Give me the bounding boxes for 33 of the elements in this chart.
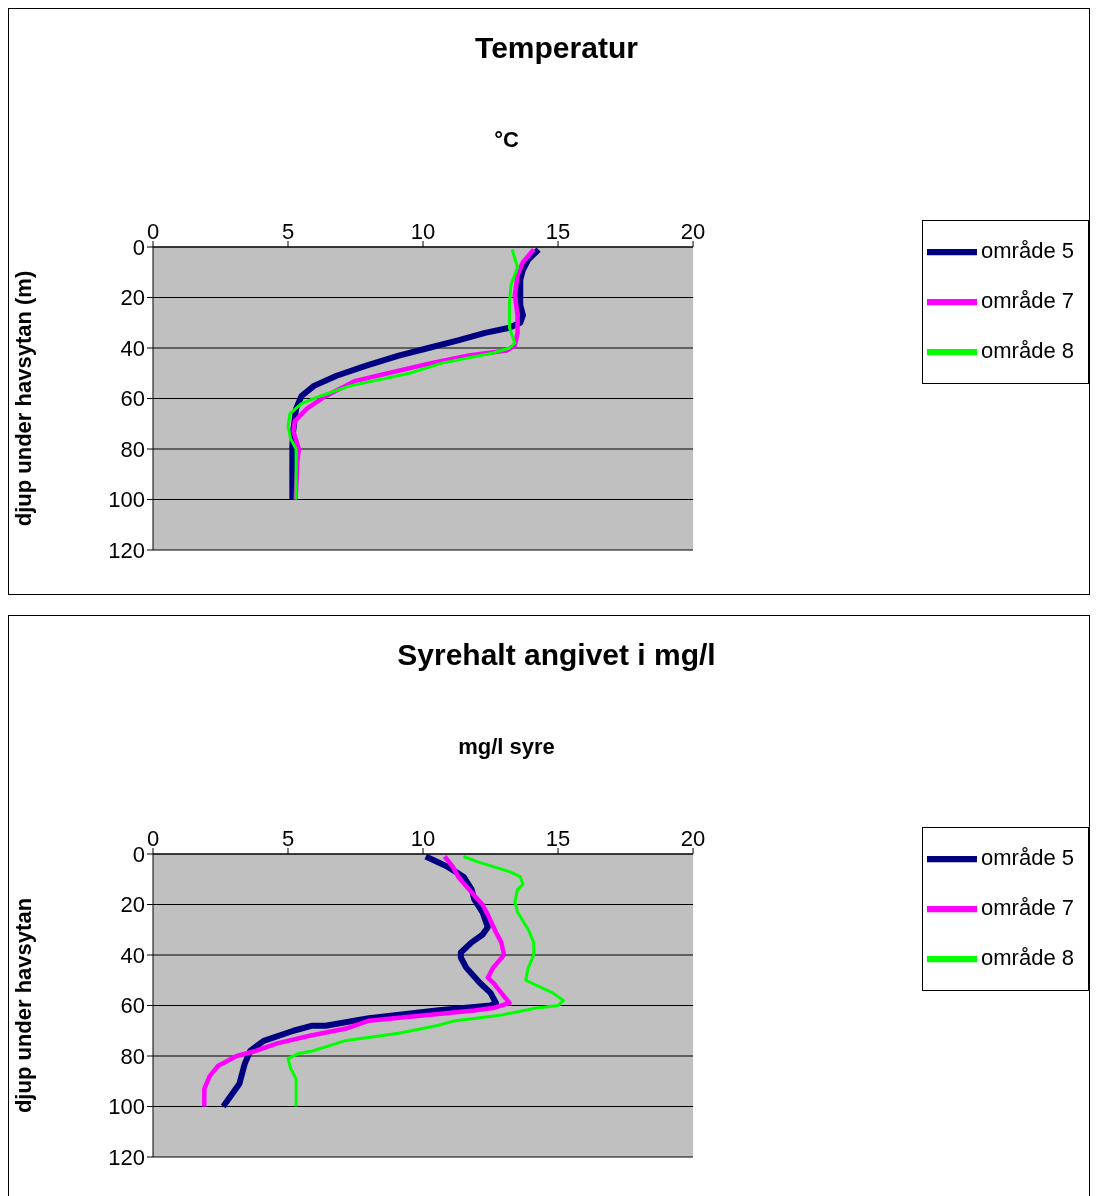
legend-label: område 5 (981, 844, 1074, 870)
y-tick-label: 120 (108, 1144, 145, 1170)
x-tick-label: 20 (680, 219, 706, 244)
y-tick-label: 20 (120, 285, 145, 311)
line-series (286, 855, 565, 1108)
legend-label: område 7 (981, 894, 1074, 920)
y-axis-title: djup under havsytan (m) (10, 270, 36, 527)
legend-label: område 7 (981, 287, 1074, 313)
x-tick-label: 10 (410, 219, 436, 244)
x-tick-label: 15 (545, 219, 571, 244)
y-axis-title: djup under havsytan (10, 897, 36, 1114)
chart-title: Temperatur (474, 31, 639, 65)
y-tick-label: 120 (108, 537, 145, 563)
y-tick-label: 20 (120, 892, 145, 918)
x-axis-title: mg/l syre (457, 734, 556, 760)
x-tick-label: 15 (545, 826, 571, 851)
x-tick-label: 5 (281, 219, 295, 244)
x-tick-label: 5 (281, 826, 295, 851)
y-tick-label: 100 (108, 487, 145, 513)
y-tick-label: 80 (120, 436, 145, 462)
legend-label: område 5 (981, 237, 1074, 263)
y-tick-label: 40 (120, 942, 145, 968)
y-tick-label: 60 (120, 386, 145, 412)
y-tick-label: 60 (120, 993, 145, 1019)
y-tick-label: 80 (120, 1043, 145, 1069)
chart-title: Syrehalt angivet i mg/l (396, 638, 717, 672)
x-tick-label: 20 (680, 826, 706, 851)
y-tick-label: 100 (108, 1094, 145, 1120)
legend-label: område 8 (981, 944, 1074, 970)
legend-label: område 8 (981, 337, 1074, 363)
x-axis-title: °C (493, 127, 520, 153)
x-tick-label: 10 (410, 826, 436, 851)
y-tick-label: 40 (120, 335, 145, 361)
